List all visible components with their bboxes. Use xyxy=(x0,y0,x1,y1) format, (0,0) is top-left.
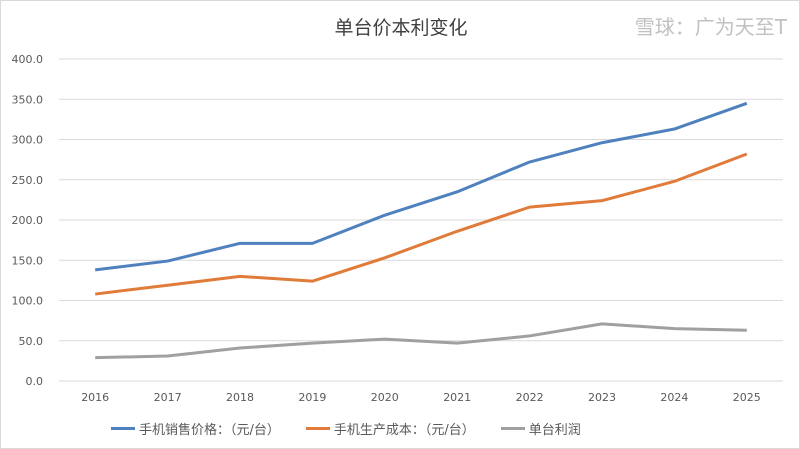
x-tick-label: 2017 xyxy=(154,391,182,404)
series-line-2 xyxy=(95,322,747,360)
y-tick-label: 50.0 xyxy=(19,335,44,348)
y-tick-label: 150.0 xyxy=(12,254,44,267)
series-line-1 xyxy=(95,152,748,296)
y-tick-label: 400.0 xyxy=(12,53,44,66)
y-tick-label: 350.0 xyxy=(12,93,44,106)
legend: 手机销售价格：（元/台） 手机生产成本：（元/台） 单台利润 xyxy=(111,419,581,438)
y-tick-label: 250.0 xyxy=(12,174,44,187)
x-tick-label: 2018 xyxy=(226,391,254,404)
x-tick-label: 2021 xyxy=(443,391,471,404)
chart-title: 单台价本利变化 xyxy=(334,17,468,39)
legend-item: 单台利润 xyxy=(500,419,581,438)
y-tick-label: 0.0 xyxy=(26,375,44,388)
legend-item: 手机销售价格：（元/台） xyxy=(111,419,280,438)
x-tick-label: 2023 xyxy=(588,391,616,404)
x-tick-label: 2022 xyxy=(516,391,544,404)
x-tick-label: 2020 xyxy=(371,391,399,404)
x-tick-label: 2024 xyxy=(660,391,688,404)
x-tick-label: 2019 xyxy=(298,391,326,404)
legend-label: 单台利润 xyxy=(528,423,581,438)
series-line-0 xyxy=(95,101,748,272)
y-tick-label: 300.0 xyxy=(12,134,44,147)
x-tick-label: 2025 xyxy=(733,391,761,404)
legend-label: 手机生产成本：（元/台） xyxy=(333,423,475,438)
legend-label: 手机销售价格：（元/台） xyxy=(139,423,280,438)
legend-swatch xyxy=(500,427,525,430)
legend-item: 手机生产成本：（元/台） xyxy=(305,419,475,438)
y-tick-label: 100.0 xyxy=(12,295,44,308)
watermark: 雪球：广为天至T xyxy=(634,15,787,39)
x-tick-label: 2016 xyxy=(81,391,109,404)
legend-swatch xyxy=(305,427,330,430)
legend-swatch xyxy=(111,427,135,430)
y-tick-label: 200.0 xyxy=(12,214,44,227)
